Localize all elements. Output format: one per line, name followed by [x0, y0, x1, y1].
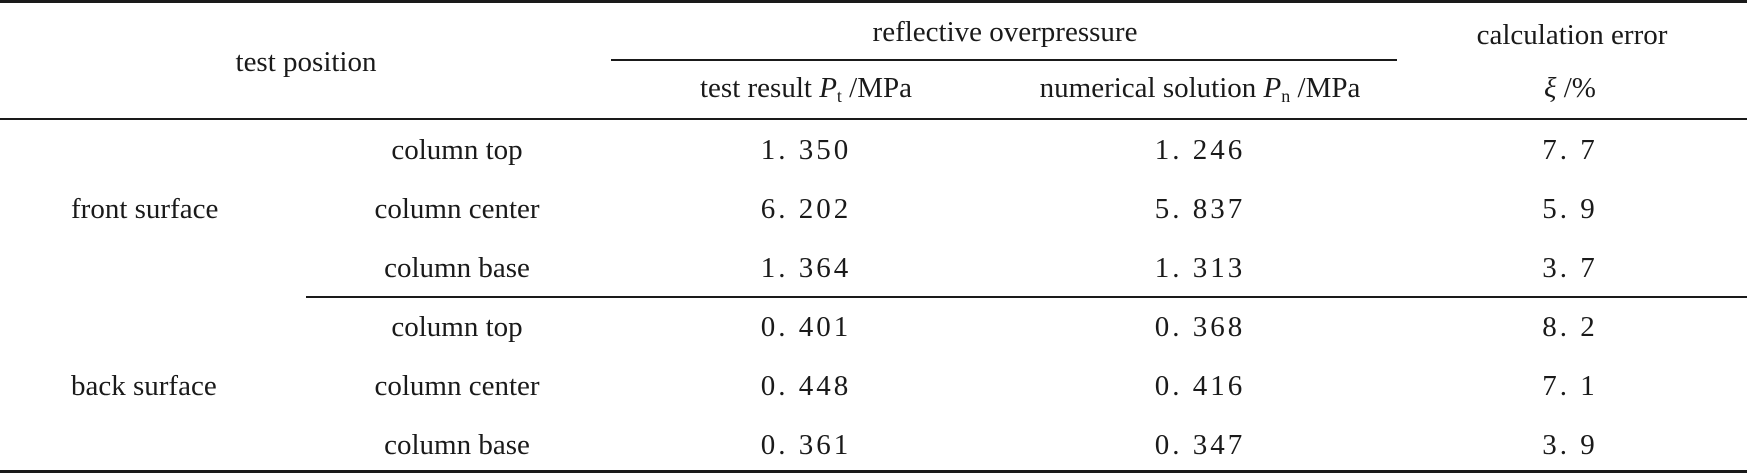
header-reflective-overpressure: reflective overpressure [872, 16, 1138, 48]
cell-calculation-error: 3. 9 [1542, 429, 1598, 461]
header-numerical-prefix: numerical solution [1039, 72, 1264, 104]
header-test-result: test result Pt /MPa [700, 71, 912, 113]
cell-test-result: 0. 401 [760, 311, 852, 343]
cell-numerical-solution: 0. 368 [1154, 311, 1246, 343]
bottom-rule [0, 470, 1747, 473]
header-test-result-symbol: P [819, 72, 837, 104]
header-test-result-sub: t [836, 86, 842, 106]
group-label-back: back surface [71, 370, 217, 402]
header-error-unit: /% [1556, 72, 1596, 104]
cell-calculation-error: 7. 7 [1542, 134, 1598, 166]
cell-calculation-error: 8. 2 [1542, 311, 1598, 343]
cell-position: column center [374, 193, 540, 225]
header-numerical-solution: numerical solution Pn /MPa [1040, 71, 1361, 113]
cell-position: column center [374, 370, 540, 402]
reflective-overpressure-underline [611, 59, 1397, 61]
cell-numerical-solution: 5. 837 [1154, 193, 1246, 225]
cell-numerical-solution: 1. 246 [1154, 134, 1246, 166]
cell-calculation-error: 5. 9 [1542, 193, 1598, 225]
cell-test-result: 1. 364 [760, 252, 852, 284]
group-label-front: front surface [71, 193, 219, 225]
cell-test-result: 0. 448 [760, 370, 852, 402]
cell-calculation-error: 3. 7 [1542, 252, 1598, 284]
header-bottom-rule [0, 118, 1747, 120]
header-calculation-error: calculation error [1476, 19, 1668, 51]
header-test-position: test position [235, 46, 377, 78]
header-error-symbol: ξ /% [1544, 71, 1596, 105]
header-numerical-sub: n [1281, 86, 1291, 106]
header-test-result-prefix: test result [699, 72, 820, 104]
cell-numerical-solution: 0. 347 [1154, 429, 1246, 461]
cell-position: column base [384, 429, 530, 461]
cell-test-result: 0. 361 [760, 429, 852, 461]
cell-calculation-error: 7. 1 [1542, 370, 1598, 402]
header-test-result-unit: /MPa [841, 72, 913, 104]
cell-position: column top [391, 311, 523, 343]
cell-test-result: 1. 350 [760, 134, 852, 166]
cell-numerical-solution: 1. 313 [1154, 252, 1246, 284]
header-numerical-unit: /MPa [1290, 72, 1361, 104]
top-rule [0, 0, 1747, 3]
cell-position: column base [384, 252, 530, 284]
cell-numerical-solution: 0. 416 [1154, 370, 1246, 402]
cell-position: column top [391, 134, 523, 166]
group-separator-rule [306, 296, 1747, 298]
cell-test-result: 6. 202 [760, 193, 852, 225]
header-numerical-symbol: P [1263, 72, 1282, 104]
header-error-xi: ξ [1544, 72, 1557, 104]
